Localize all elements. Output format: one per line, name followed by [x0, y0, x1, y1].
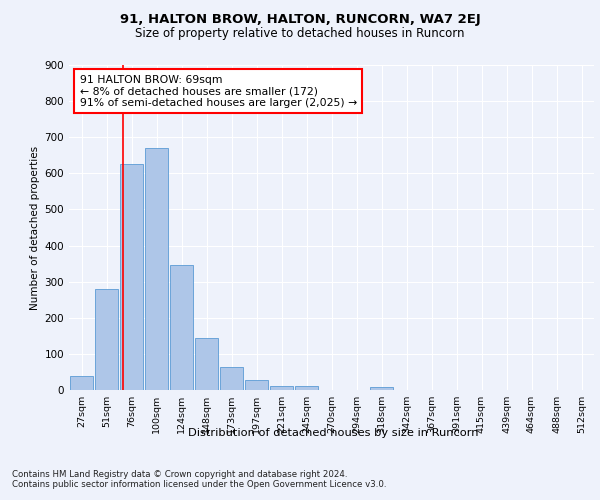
- Bar: [170, 266, 193, 390]
- Bar: [194, 338, 218, 390]
- Bar: [70, 376, 94, 390]
- Text: 91, HALTON BROW, HALTON, RUNCORN, WA7 2EJ: 91, HALTON BROW, HALTON, RUNCORN, WA7 2E…: [119, 12, 481, 26]
- Bar: [119, 164, 143, 390]
- Bar: [295, 386, 319, 390]
- Text: Distribution of detached houses by size in Runcorn: Distribution of detached houses by size …: [188, 428, 478, 438]
- Text: Size of property relative to detached houses in Runcorn: Size of property relative to detached ho…: [135, 28, 465, 40]
- Bar: [95, 289, 118, 390]
- Text: 91 HALTON BROW: 69sqm
← 8% of detached houses are smaller (172)
91% of semi-deta: 91 HALTON BROW: 69sqm ← 8% of detached h…: [79, 74, 357, 108]
- Y-axis label: Number of detached properties: Number of detached properties: [31, 146, 40, 310]
- Bar: [220, 366, 244, 390]
- Bar: [245, 380, 268, 390]
- Text: Contains HM Land Registry data © Crown copyright and database right 2024.
Contai: Contains HM Land Registry data © Crown c…: [12, 470, 386, 490]
- Bar: [269, 386, 293, 390]
- Bar: [370, 387, 394, 390]
- Bar: [145, 148, 169, 390]
